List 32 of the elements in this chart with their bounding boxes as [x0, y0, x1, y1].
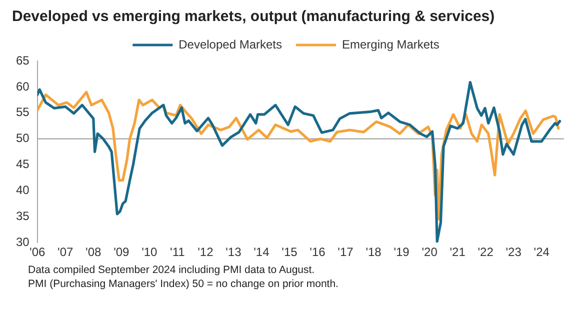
- x-tick-label: '10: [142, 245, 158, 260]
- legend-label: Developed Markets: [178, 37, 282, 52]
- x-tick-label: '24: [534, 245, 550, 260]
- x-tick-label: '19: [394, 245, 410, 260]
- x-tick-label: '07: [58, 245, 74, 260]
- x-tick-label: '15: [282, 245, 298, 260]
- chart-title: Developed vs emerging markets, output (manufacturing & services): [12, 8, 496, 25]
- x-tick-label: '22: [478, 245, 494, 260]
- x-tick-label: '20: [422, 245, 438, 260]
- x-tick-label: '16: [310, 245, 326, 260]
- x-tick-label: '06: [30, 245, 46, 260]
- x-tick-label: '17: [338, 245, 354, 260]
- x-tick-label: '13: [226, 245, 242, 260]
- x-tick-label: '11: [170, 245, 186, 260]
- y-tick-label: 45: [16, 157, 30, 172]
- text: PMI (Purchasing Managers' Index) 50 = no change on prior month.: [28, 277, 340, 291]
- y-tick-label: 30: [16, 234, 30, 249]
- x-tick-label: '09: [114, 245, 130, 260]
- x-tick-label: '14: [254, 245, 270, 260]
- y-tick-label: 35: [16, 208, 30, 223]
- x-tick-label: '08: [86, 245, 102, 260]
- x-tick-label: '18: [366, 245, 382, 260]
- x-tick-label: '21: [450, 245, 466, 260]
- x-tick-label: '12: [198, 245, 214, 260]
- x-tick-label: '23: [506, 245, 522, 260]
- y-tick-label: 55: [16, 105, 30, 120]
- legend-label: Emerging Markets: [342, 37, 440, 52]
- y-tick-label: 40: [16, 183, 30, 198]
- y-tick-label: 50: [16, 131, 30, 146]
- y-tick-label: 65: [16, 53, 30, 68]
- y-tick-label: 60: [16, 79, 30, 94]
- text: Data compiled September 2024 including PMI data to August.: [28, 263, 316, 277]
